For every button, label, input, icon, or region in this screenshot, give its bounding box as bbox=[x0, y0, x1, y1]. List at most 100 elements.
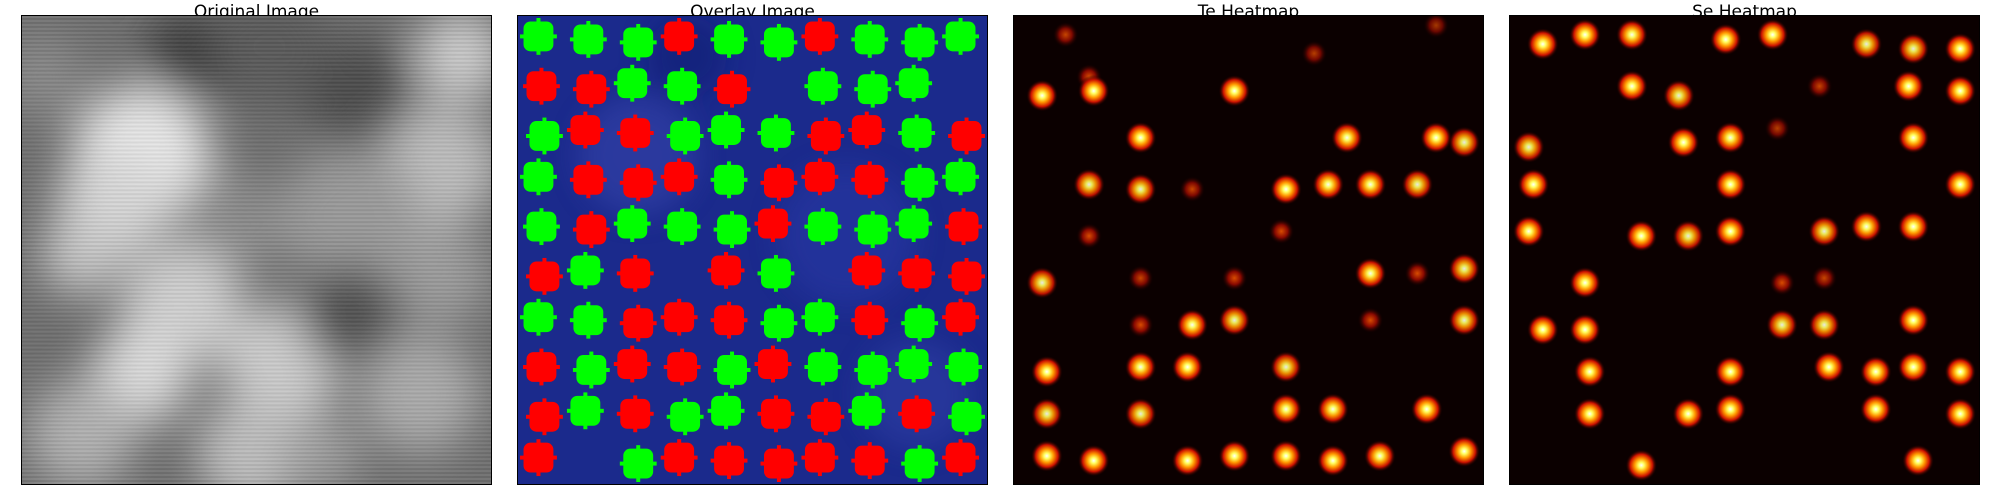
red-marker bbox=[660, 17, 698, 55]
green-marker bbox=[666, 398, 704, 436]
heat-spot bbox=[1218, 74, 1251, 107]
heat-spot bbox=[1316, 444, 1349, 477]
red-marker bbox=[942, 298, 979, 336]
panel-se-heatmap: Se Heatmap bbox=[1509, 2, 1980, 485]
heat-spot bbox=[1221, 265, 1248, 292]
red-marker bbox=[616, 254, 654, 292]
green-marker bbox=[804, 348, 842, 386]
heat-spot bbox=[1517, 168, 1550, 201]
heat-spot bbox=[1625, 220, 1658, 252]
heat-spot bbox=[1812, 351, 1845, 383]
overlay-texture-blob bbox=[776, 165, 917, 305]
red-marker bbox=[526, 257, 563, 295]
red-marker bbox=[807, 398, 845, 436]
heat-spot bbox=[1944, 74, 1977, 107]
green-marker bbox=[520, 298, 557, 336]
heat-spot bbox=[1331, 121, 1363, 154]
red-marker bbox=[898, 254, 936, 292]
overlay-texture-blob bbox=[861, 339, 972, 450]
green-marker bbox=[566, 251, 604, 289]
heat-spot bbox=[1662, 79, 1695, 112]
heat-spot bbox=[1897, 351, 1930, 383]
red-marker bbox=[660, 298, 698, 336]
heat-spot bbox=[1171, 444, 1204, 477]
green-marker bbox=[854, 211, 892, 249]
heat-spot bbox=[1672, 220, 1705, 252]
heat-spot bbox=[1616, 18, 1648, 51]
heat-spot bbox=[1076, 223, 1102, 249]
red-marker bbox=[851, 442, 889, 480]
heat-spot bbox=[1270, 173, 1302, 206]
heat-spot bbox=[1859, 355, 1892, 388]
heat-spot bbox=[1401, 168, 1434, 201]
green-marker bbox=[663, 67, 701, 105]
heat-spot bbox=[1944, 355, 1977, 388]
heat-spot bbox=[1667, 126, 1700, 159]
heat-spot bbox=[1512, 215, 1545, 248]
green-marker bbox=[901, 164, 939, 202]
heat-spot bbox=[1569, 18, 1601, 51]
red-marker bbox=[616, 395, 654, 433]
heat-spot bbox=[1808, 215, 1841, 248]
green-marker bbox=[520, 158, 557, 196]
green-marker bbox=[757, 254, 795, 292]
green-marker bbox=[523, 208, 560, 246]
green-marker bbox=[713, 211, 751, 249]
heat-spot bbox=[1512, 131, 1545, 163]
se-heatmap bbox=[1509, 15, 1980, 485]
red-marker bbox=[713, 70, 751, 108]
red-marker bbox=[616, 114, 654, 152]
heat-spot bbox=[1270, 439, 1302, 472]
heat-spot bbox=[1850, 210, 1883, 243]
heat-spot bbox=[1714, 393, 1747, 426]
red-marker bbox=[754, 345, 792, 383]
red-marker bbox=[660, 158, 698, 196]
green-marker bbox=[619, 445, 657, 483]
heat-spot bbox=[1769, 269, 1795, 296]
red-marker bbox=[572, 70, 610, 108]
heat-spot bbox=[1526, 313, 1559, 346]
green-marker bbox=[566, 392, 604, 430]
heat-spot bbox=[1897, 210, 1930, 243]
red-marker bbox=[569, 161, 607, 199]
heat-spot bbox=[1897, 32, 1930, 65]
red-marker bbox=[613, 345, 651, 383]
green-marker bbox=[948, 398, 985, 436]
red-marker bbox=[801, 158, 839, 196]
green-marker bbox=[526, 117, 563, 155]
green-marker bbox=[569, 301, 607, 339]
heat-spot bbox=[1944, 168, 1977, 201]
heat-spot bbox=[1030, 355, 1063, 388]
green-marker bbox=[848, 392, 886, 430]
green-marker bbox=[619, 23, 657, 61]
heat-spot bbox=[1616, 70, 1648, 103]
heat-spot bbox=[1672, 397, 1705, 430]
heat-spot bbox=[1423, 16, 1450, 39]
heat-spot bbox=[1806, 73, 1833, 100]
heat-spot bbox=[1270, 393, 1302, 426]
heat-spot bbox=[1171, 351, 1204, 383]
red-marker bbox=[898, 395, 936, 433]
red-marker bbox=[566, 111, 604, 149]
red-marker bbox=[807, 117, 845, 155]
red-marker bbox=[710, 442, 748, 480]
green-marker bbox=[707, 111, 745, 149]
green-marker bbox=[945, 348, 982, 386]
heat-spot bbox=[1420, 121, 1453, 154]
red-marker bbox=[526, 398, 563, 436]
heat-spot bbox=[1218, 439, 1251, 472]
red-marker bbox=[945, 208, 982, 246]
heat-spot bbox=[1569, 313, 1601, 346]
heat-spot bbox=[1124, 351, 1157, 383]
green-marker bbox=[710, 20, 748, 58]
heat-spot bbox=[1766, 308, 1798, 341]
heat-spot bbox=[1756, 18, 1789, 51]
heat-spot bbox=[1124, 121, 1157, 154]
green-marker bbox=[942, 158, 979, 196]
red-marker bbox=[942, 439, 979, 477]
green-marker bbox=[895, 345, 933, 383]
green-marker bbox=[710, 161, 748, 199]
heat-spot bbox=[1850, 28, 1883, 61]
red-marker bbox=[572, 211, 610, 249]
green-marker bbox=[942, 17, 979, 55]
